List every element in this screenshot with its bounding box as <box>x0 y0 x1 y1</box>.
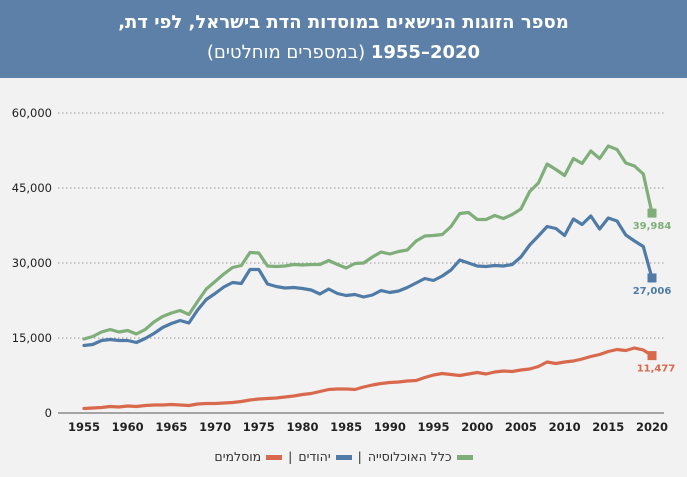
legend-item-total: כלל האוכלוסייה <box>368 449 473 464</box>
y-tick-label: 15,000 <box>12 331 52 345</box>
x-tick-label: 2015 <box>592 420 624 434</box>
series-line <box>82 214 654 348</box>
series-end-label: 11,477 <box>637 364 676 375</box>
legend-label-muslims: מוסלמים <box>214 449 262 464</box>
x-tick-label: 1990 <box>374 420 406 434</box>
x-tick-label: 1970 <box>199 420 231 434</box>
legend-swatch-jews <box>335 455 352 460</box>
legend-label-jews: יהודים <box>298 449 331 464</box>
x-tick-label: 1960 <box>112 420 144 434</box>
chart-legend: כלל האוכלוסייה | יהודים | מוסלמים <box>0 449 687 464</box>
series-end-label: 27,006 <box>633 286 672 297</box>
x-tick-label: 1955 <box>68 420 100 434</box>
chart-title: מספר הזוגות הנישאים במוסדות הדת בישראל, … <box>118 12 569 33</box>
legend-swatch-muslims <box>266 455 283 460</box>
series-line <box>82 144 654 341</box>
y-tick-label: 60,000 <box>12 106 52 120</box>
x-tick-label: 1965 <box>155 420 187 434</box>
series-end-marker <box>647 351 657 361</box>
series-end-marker <box>647 273 657 283</box>
chart-title-units: (במספרים מוחלטים) <box>206 42 366 63</box>
x-tick-label: 1980 <box>286 420 318 434</box>
x-tick-label: 2000 <box>461 420 493 434</box>
chart-title-years: 2020–1955 <box>370 42 481 63</box>
y-tick-label: 45,000 <box>12 181 52 195</box>
series-end-label: 39,984 <box>633 221 672 232</box>
chart-subtitle: 2020–1955 (במספרים מוחלטים) <box>0 42 687 63</box>
legend-item-muslims: מוסלמים <box>214 449 283 464</box>
legend-label-total: כלל האוכלוסייה <box>367 449 452 464</box>
x-tick-label: 2020 <box>636 420 668 434</box>
x-tick-label: 2010 <box>549 420 581 434</box>
series-line <box>82 346 654 411</box>
x-tick-label: 1985 <box>330 420 362 434</box>
chart-header: מספר הזוגות הנישאים במוסדות הדת בישראל, … <box>0 0 687 78</box>
legend-separator: | <box>288 449 293 464</box>
x-tick-label: 1975 <box>243 420 275 434</box>
series-end-marker <box>647 208 657 218</box>
legend-swatch-total <box>456 455 473 460</box>
x-tick-label: 1995 <box>418 420 450 434</box>
legend-separator: | <box>357 449 362 464</box>
y-tick-label: 30,000 <box>12 256 52 270</box>
x-tick-label: 2005 <box>505 420 537 434</box>
y-tick-label: 0 <box>45 406 52 420</box>
legend-item-jews: יהודים <box>298 449 352 464</box>
